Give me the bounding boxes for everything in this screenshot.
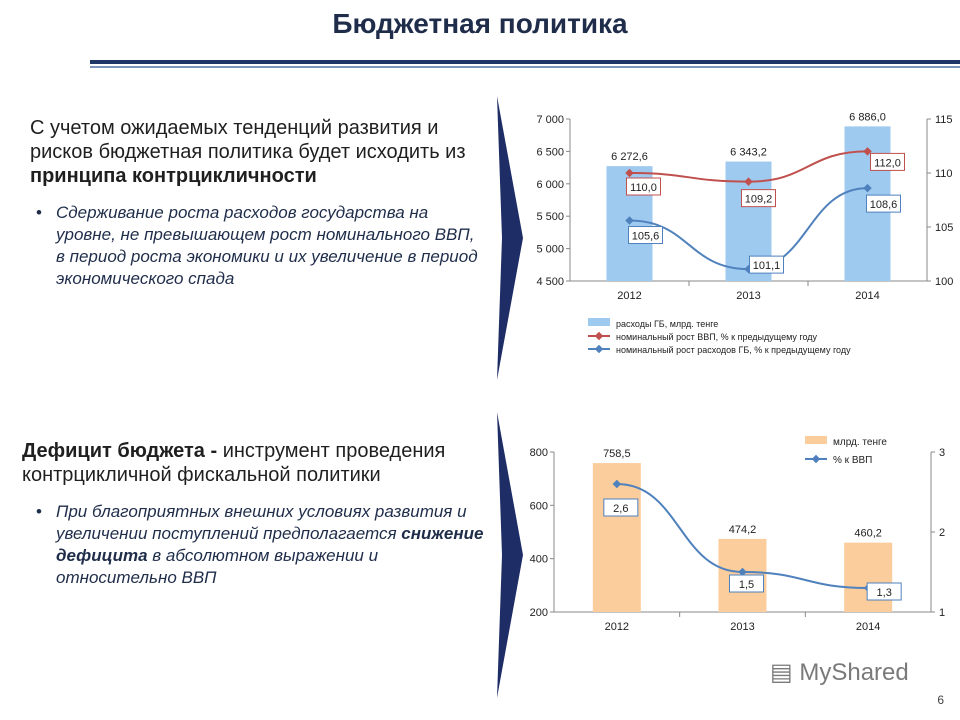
data-label: 109,2 bbox=[745, 194, 773, 206]
series-point bbox=[612, 479, 622, 489]
y-tick-label-left: 6 500 bbox=[536, 146, 564, 158]
bar-value-label: 6 886,0 bbox=[849, 111, 886, 123]
data-label-box bbox=[741, 189, 776, 208]
section2-bullet: • При благоприятных внешних условиях раз… bbox=[36, 502, 484, 587]
legend-label: млрд. тенге bbox=[833, 437, 887, 448]
data-label: 101,1 bbox=[753, 260, 781, 272]
chevron-divider-top bbox=[497, 96, 523, 380]
y-tick-label-left: 7 000 bbox=[536, 114, 564, 126]
data-label-box bbox=[628, 226, 663, 245]
y-tick-label-left: 5 500 bbox=[536, 211, 564, 223]
x-tick-label: 2012 bbox=[605, 621, 629, 633]
y-tick-label-left: 6 000 bbox=[536, 179, 564, 191]
data-label-box bbox=[866, 582, 902, 601]
chevron-divider-bottom bbox=[497, 412, 523, 698]
x-tick-label: 2014 bbox=[855, 290, 879, 302]
y-tick-label-right: 115 bbox=[935, 114, 953, 126]
data-label-box bbox=[626, 177, 661, 196]
section1-text: С учетом ожидаемых тенденций развития и … bbox=[30, 116, 480, 290]
bar-value-label: 758,5 bbox=[603, 448, 631, 460]
data-label: 2,6 bbox=[613, 503, 628, 515]
x-tick-label: 2013 bbox=[730, 621, 754, 633]
data-label-box bbox=[729, 574, 764, 593]
section1-bullet: • Сдерживание роста расходов государства… bbox=[30, 202, 480, 290]
legend-label: % к ВВП bbox=[833, 455, 872, 466]
series-line bbox=[616, 483, 869, 589]
bar bbox=[844, 542, 893, 612]
x-tick-label: 2013 bbox=[736, 290, 760, 302]
spending-chart: 4 500 5 000 5 500 6 000 6 500 7 000 100 105 110 1… bbox=[536, 111, 953, 355]
section2-lead: Дефицит бюджета - инструмент проведения … bbox=[22, 440, 446, 486]
page-number: 6 bbox=[937, 693, 944, 707]
y-tick-label-left: 400 bbox=[530, 554, 548, 566]
data-label: 110,0 bbox=[630, 182, 657, 194]
data-label: 1,3 bbox=[877, 587, 892, 599]
bar-value-label: 6 343,2 bbox=[730, 147, 767, 159]
legend-swatch bbox=[805, 436, 827, 444]
legend-label: номинальный рост расходов ГБ, % к предыд… bbox=[616, 345, 851, 355]
bar-value-label: 460,2 bbox=[854, 528, 882, 540]
brand-logo: ▤ MyShared bbox=[770, 658, 909, 687]
section1-lead-emphasis: принципа контрцикличности bbox=[30, 165, 317, 187]
bullet-dot: • bbox=[36, 203, 42, 222]
section2-bullet-emphasis: снижение дефицита bbox=[56, 524, 484, 565]
data-label: 1,5 bbox=[739, 579, 754, 591]
deficit-chart: 200 400 600 800 1 2 3 2012 2013 2014 758,5 474,2 460… bbox=[530, 436, 945, 633]
data-label: 112,0 bbox=[874, 157, 901, 169]
data-label-box bbox=[749, 255, 784, 274]
section2-lead-emphasis: Дефицит бюджета - bbox=[22, 440, 223, 462]
y-tick-label-right: 2 bbox=[939, 527, 945, 539]
data-label: 105,6 bbox=[632, 231, 660, 243]
bar-value-label: 6 272,6 bbox=[611, 151, 648, 163]
y-tick-label-left: 5 000 bbox=[536, 244, 564, 256]
legend-swatch bbox=[588, 318, 610, 326]
y-tick-label-left: 4 500 bbox=[536, 276, 564, 288]
y-tick-label-right: 105 bbox=[935, 222, 953, 234]
data-label-box bbox=[603, 498, 639, 517]
y-tick-label-right: 100 bbox=[935, 276, 953, 288]
legend-marker bbox=[594, 331, 604, 341]
bar-value-label: 474,2 bbox=[729, 524, 757, 536]
title-divider-thin bbox=[90, 66, 960, 68]
brand-logo-text: MyShared bbox=[799, 659, 909, 686]
data-label: 108,6 bbox=[870, 199, 898, 211]
title-divider bbox=[90, 60, 960, 64]
x-tick-label: 2014 bbox=[856, 621, 880, 633]
y-tick-label-right: 3 bbox=[939, 447, 945, 459]
legend-marker bbox=[811, 454, 821, 464]
y-tick-label-left: 200 bbox=[530, 607, 548, 619]
legend-marker bbox=[594, 344, 604, 354]
legend-label: расходы ГБ, млрд. тенге bbox=[616, 319, 718, 329]
section1-bullet-text: Сдерживание роста расходов государства н… bbox=[56, 203, 478, 288]
y-tick-label-left: 600 bbox=[530, 500, 548, 512]
section2-text: Дефицит бюджета - инструмент проведения … bbox=[22, 439, 492, 589]
data-label-box bbox=[866, 194, 901, 213]
monitor-icon: ▤ bbox=[770, 659, 793, 686]
y-tick-label-right: 1 bbox=[939, 607, 945, 619]
data-label-box bbox=[870, 152, 905, 171]
x-tick-label: 2012 bbox=[617, 290, 641, 302]
y-tick-label-left: 800 bbox=[530, 447, 548, 459]
legend-label: номинальный рост ВВП, % к предыдущему го… bbox=[616, 332, 818, 342]
page-title: Бюджетная политика bbox=[332, 8, 628, 39]
y-tick-label-right: 110 bbox=[935, 168, 953, 180]
section1-lead: С учетом ожидаемых тенденций развития и … bbox=[30, 117, 466, 187]
bullet-dot: • bbox=[36, 502, 42, 521]
